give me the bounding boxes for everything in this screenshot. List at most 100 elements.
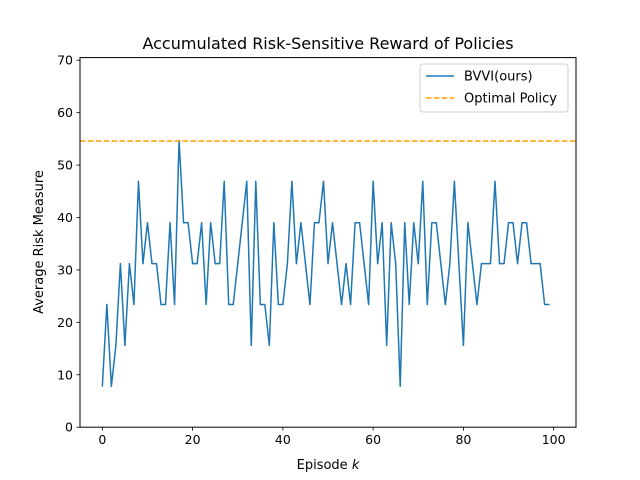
- data-point: [277, 303, 279, 306]
- legend-box: [419, 63, 569, 113]
- data-point: [309, 303, 311, 306]
- data-point: [219, 263, 221, 265]
- x-tick-label: 60: [365, 432, 381, 447]
- data-point: [210, 222, 212, 224]
- y-tick-label: 10: [57, 367, 73, 382]
- y-tick-label: 20: [57, 315, 73, 330]
- data-point: [110, 385, 112, 387]
- x-axis-label-var: k: [352, 458, 360, 473]
- data-point: [480, 263, 483, 265]
- data-point: [426, 303, 428, 306]
- x-tick-label: 100: [542, 432, 566, 447]
- data-point: [264, 303, 266, 306]
- data-point: [544, 303, 546, 306]
- legend-label: Optimal Policy: [464, 92, 557, 107]
- data-point: [548, 303, 550, 306]
- series-line-bvvi: [101, 139, 550, 388]
- x-tick-label: 40: [275, 432, 291, 447]
- axes: [79, 57, 577, 428]
- data-point: [119, 263, 121, 265]
- x-ticks: 0 20 40 60 80 100: [98, 427, 566, 447]
- data-point: [485, 263, 487, 265]
- data-point: [539, 263, 541, 265]
- data-point: [246, 180, 248, 182]
- data-point: [155, 263, 158, 265]
- data-point: [142, 263, 144, 265]
- data-point: [133, 303, 135, 306]
- data-point: [358, 222, 361, 224]
- data-point: [503, 263, 505, 265]
- x-axis-label: Episode k: [297, 458, 360, 473]
- data-point: [462, 344, 464, 347]
- data-point: [476, 303, 478, 306]
- x-tick-label: 20: [185, 432, 201, 447]
- data-point: [417, 263, 419, 265]
- data-point: [232, 303, 234, 306]
- data-point: [255, 180, 257, 182]
- series-layer: [80, 139, 576, 388]
- data-point: [395, 263, 397, 265]
- data-point: [201, 222, 203, 224]
- data-point: [268, 344, 270, 347]
- data-point: [106, 303, 108, 306]
- data-point: [160, 303, 162, 306]
- data-point: [349, 303, 352, 306]
- data-point: [345, 263, 347, 265]
- data-point: [449, 263, 451, 265]
- data-point: [467, 222, 469, 224]
- data-point: [304, 263, 307, 265]
- data-point: [494, 180, 496, 182]
- data-point: [137, 180, 140, 182]
- data-point: [331, 222, 334, 224]
- data-point: [151, 263, 153, 265]
- data-point: [404, 222, 406, 224]
- data-point: [327, 263, 329, 265]
- legend-label: BVVI(ours): [464, 70, 533, 85]
- data-point: [250, 344, 252, 347]
- data-point: [444, 303, 446, 306]
- data-point: [128, 263, 131, 265]
- data-point: [228, 303, 230, 306]
- data-point: [101, 385, 103, 387]
- data-point: [440, 263, 442, 265]
- data-point: [295, 263, 298, 265]
- data-point: [291, 180, 293, 182]
- data-point: [431, 222, 433, 224]
- data-point: [525, 222, 528, 224]
- data-point: [196, 263, 198, 265]
- data-point: [386, 344, 388, 347]
- data-point: [115, 344, 117, 347]
- plot-area: [80, 57, 576, 428]
- data-point: [422, 180, 424, 182]
- data-point: [363, 263, 365, 265]
- data-point: [372, 180, 374, 182]
- data-point: [192, 263, 194, 265]
- y-tick-label: 40: [57, 210, 73, 225]
- data-point: [408, 303, 410, 306]
- data-point: [182, 222, 185, 224]
- data-point: [435, 222, 437, 224]
- data-point: [516, 263, 519, 265]
- data-point: [340, 303, 343, 306]
- data-point: [507, 222, 510, 224]
- y-tick-label: 0: [65, 420, 73, 435]
- data-point: [318, 222, 320, 224]
- data-point: [471, 263, 474, 265]
- data-point: [530, 263, 532, 265]
- data-point: [354, 222, 356, 224]
- data-point: [336, 263, 338, 265]
- data-point: [169, 222, 171, 224]
- data-point: [458, 263, 460, 265]
- data-point: [124, 344, 126, 347]
- axes-frame: [79, 57, 577, 428]
- x-tick-label: 0: [98, 432, 106, 447]
- data-point: [164, 303, 167, 306]
- data-point: [282, 303, 284, 306]
- y-tick-label: 70: [57, 53, 73, 68]
- data-point: [300, 222, 302, 224]
- data-point: [259, 303, 261, 306]
- data-point: [237, 263, 239, 265]
- y-ticks: 0 10 20 30 40 50 60 70: [57, 53, 80, 435]
- data-point: [173, 303, 176, 306]
